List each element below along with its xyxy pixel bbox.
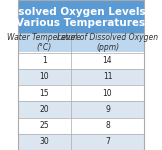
- FancyBboxPatch shape: [18, 134, 144, 150]
- Text: 15: 15: [40, 89, 49, 98]
- Text: 1: 1: [42, 56, 47, 65]
- Text: 30: 30: [40, 137, 49, 146]
- Text: 14: 14: [103, 56, 112, 65]
- FancyBboxPatch shape: [18, 33, 144, 52]
- Text: Level of Dissolved Oxygen
(ppm): Level of Dissolved Oxygen (ppm): [57, 33, 158, 52]
- FancyBboxPatch shape: [18, 69, 144, 85]
- Text: 7: 7: [105, 137, 110, 146]
- Text: 10: 10: [103, 89, 112, 98]
- FancyBboxPatch shape: [18, 85, 144, 101]
- Text: Dissolved Oxygen Levels at: Dissolved Oxygen Levels at: [0, 7, 162, 16]
- FancyBboxPatch shape: [18, 52, 144, 69]
- FancyBboxPatch shape: [18, 101, 144, 117]
- Text: 11: 11: [103, 72, 112, 81]
- Text: 8: 8: [105, 121, 110, 130]
- FancyBboxPatch shape: [18, 117, 144, 134]
- Text: 9: 9: [105, 105, 110, 114]
- Text: 10: 10: [40, 72, 49, 81]
- Text: 20: 20: [40, 105, 49, 114]
- FancyBboxPatch shape: [18, 0, 144, 33]
- Text: Various Temperatures: Various Temperatures: [16, 18, 146, 27]
- Text: Water Temperature
(°C): Water Temperature (°C): [7, 33, 81, 52]
- Text: 25: 25: [40, 121, 49, 130]
